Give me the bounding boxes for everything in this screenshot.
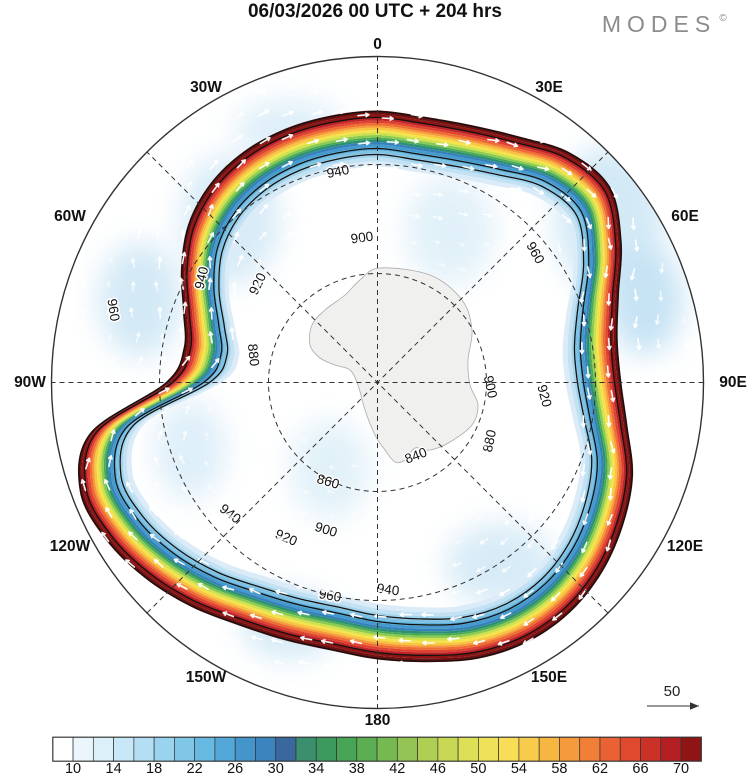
svg-text:30: 30 (268, 761, 284, 777)
svg-text:70: 70 (673, 761, 689, 777)
svg-text:38: 38 (349, 761, 365, 777)
svg-text:0: 0 (373, 36, 382, 53)
svg-text:18: 18 (146, 761, 162, 777)
svg-text:120W: 120W (50, 538, 91, 555)
svg-text:66: 66 (632, 761, 648, 777)
svg-text:60W: 60W (54, 208, 86, 225)
svg-text:150W: 150W (186, 669, 227, 686)
svg-text:22: 22 (187, 761, 203, 777)
svg-text:30W: 30W (190, 79, 222, 96)
svg-text:50: 50 (470, 761, 486, 777)
svg-text:©: © (719, 13, 727, 24)
svg-text:880: 880 (245, 343, 262, 367)
svg-text:42: 42 (389, 761, 405, 777)
svg-text:90E: 90E (719, 374, 747, 391)
svg-text:14: 14 (106, 761, 122, 777)
svg-text:06/03/2026 00 UTC + 204 hr: 06/03/2026 00 UTC + 204 hrs (248, 1, 502, 22)
svg-text:34: 34 (308, 761, 324, 777)
svg-text:180: 180 (365, 712, 391, 729)
svg-text:MODES: MODES (602, 11, 716, 37)
svg-text:150E: 150E (531, 669, 567, 686)
svg-text:10: 10 (65, 761, 81, 777)
svg-text:62: 62 (592, 761, 608, 777)
svg-text:30E: 30E (535, 79, 563, 96)
svg-text:60E: 60E (671, 208, 699, 225)
svg-text:46: 46 (430, 761, 446, 777)
svg-text:50: 50 (664, 683, 681, 700)
svg-text:900: 900 (350, 229, 374, 247)
svg-text:90W: 90W (14, 374, 46, 391)
svg-text:26: 26 (227, 761, 243, 777)
svg-text:54: 54 (511, 761, 527, 777)
svg-text:120E: 120E (667, 538, 703, 555)
svg-text:58: 58 (551, 761, 567, 777)
